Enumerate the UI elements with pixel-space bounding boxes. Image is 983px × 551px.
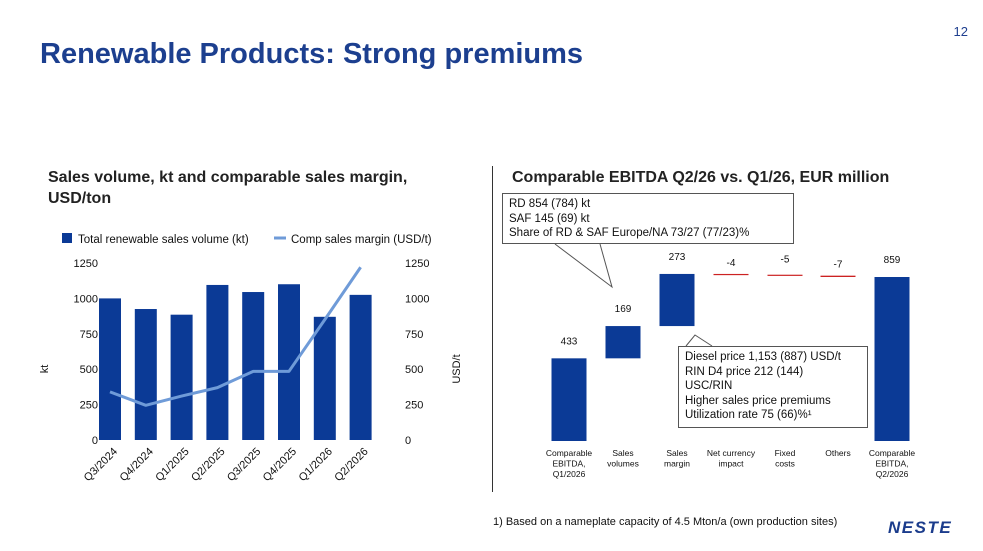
category-label-line: Net currency <box>707 448 756 458</box>
category-label-line: Q2/2026 <box>876 469 909 479</box>
callout-line: Higher sales price premiums <box>685 394 831 407</box>
sales-volume-callout: RD 854 (784) kt SAF 145 (69) kt Share of… <box>502 193 794 244</box>
category-label-line: Comparable <box>869 448 916 458</box>
left-axis-tick-label: 250 <box>80 400 98 412</box>
waterfall-bar-negative <box>820 275 856 277</box>
volume-bar <box>134 309 157 440</box>
waterfall-category-label: Fixed costs <box>775 448 796 469</box>
callout-line: Share of RD & SAF Europe/NA 73/27 (77/23… <box>509 227 750 239</box>
waterfall-value-label: 433 <box>561 336 578 347</box>
left-axis-tick-label: 0 <box>92 435 98 447</box>
callout-line: RD 854 (784) kt <box>509 198 591 210</box>
category-label-line: Sales <box>666 448 687 458</box>
category-label-line: EBITDA, <box>875 459 908 469</box>
right-axis-tick-label: 1000 <box>405 293 429 305</box>
callout-line: Utilization rate 75 (66)%¹ <box>685 409 812 421</box>
waterfall-bar <box>659 273 695 327</box>
waterfall-value-label: 859 <box>884 255 901 266</box>
right-axis-tick-label: 750 <box>405 329 423 341</box>
waterfall-value-label: -7 <box>834 260 843 271</box>
volume-bar <box>99 298 121 440</box>
category-label-line: volumes <box>607 459 639 469</box>
category-label-line: Others <box>825 448 851 458</box>
waterfall-value-label: -5 <box>781 255 790 266</box>
waterfall-bar-negative <box>713 273 749 276</box>
waterfall-category-label: Comparable EBITDA, Q2/2026 <box>869 448 916 479</box>
volume-bar <box>349 294 372 440</box>
legend-bar-label: Total renewable sales volume (kt) <box>78 234 249 246</box>
category-label-line: costs <box>775 459 795 469</box>
ebitda-chart-title: Comparable EBITDA Q2/26 vs. Q1/26, EUR m… <box>512 169 890 186</box>
category-label-line: Fixed <box>775 448 796 458</box>
waterfall-bar <box>551 358 587 441</box>
callout-line: RIN D4 price 212 (144) <box>685 365 804 378</box>
volume-bar <box>170 314 193 440</box>
legend-bar-swatch <box>62 233 72 243</box>
category-label-line: Sales <box>612 448 633 458</box>
volume-bar <box>206 284 229 440</box>
waterfall-value-label: 169 <box>615 304 632 315</box>
waterfall-category-label: Others <box>825 448 851 458</box>
left-axis-tick-label: 750 <box>80 329 98 341</box>
waterfall-bar-negative <box>767 274 803 276</box>
category-label-line: EBITDA, <box>552 459 585 469</box>
category-label-line: Comparable <box>546 448 593 458</box>
category-label-line: impact <box>718 459 744 469</box>
left-axis-tick-label: 1000 <box>74 293 98 305</box>
callout-pointer-bottom <box>685 334 713 347</box>
volume-bar <box>242 292 265 440</box>
footnote: 1) Based on a nameplate capacity of 4.5 … <box>493 516 838 528</box>
left-axis-tick-label: 1250 <box>74 258 98 270</box>
right-axis-tick-label: 500 <box>405 364 423 376</box>
callout-line: SAF 145 (69) kt <box>509 212 590 225</box>
waterfall-bar <box>874 277 910 441</box>
waterfall-category-label: Sales margin <box>664 448 690 469</box>
right-axis-tick-label: 0 <box>405 435 411 447</box>
margin-line <box>109 266 362 407</box>
category-label-line: margin <box>664 459 690 469</box>
waterfall-value-label: -4 <box>727 258 736 269</box>
volume-bar <box>278 284 300 440</box>
callout-line: Diesel price 1,153 (887) USD/t <box>685 351 841 363</box>
page-number: 12 <box>953 24 968 39</box>
volume-bar <box>313 316 336 440</box>
callout-pointer-top <box>554 243 613 289</box>
waterfall-category-label: Sales volumes <box>607 448 639 469</box>
left-axis-title: kt <box>39 365 51 374</box>
section-divider <box>492 166 493 492</box>
neste-logo: NESTE <box>888 518 953 537</box>
right-axis-tick-label: 1250 <box>405 258 429 270</box>
right-axis-title: USD/t <box>451 354 463 383</box>
waterfall-category-label: Comparable EBITDA, Q1/2026 <box>546 448 593 479</box>
right-axis-tick-label: 250 <box>405 400 423 412</box>
sales-margin-callout: Diesel price 1,153 (887) USD/t RIN D4 pr… <box>678 346 868 428</box>
waterfall-bar <box>605 326 641 359</box>
legend-line-label: Comp sales margin (USD/t) <box>291 234 432 246</box>
category-label-line: Q1/2026 <box>553 469 586 479</box>
sales-volume-chart-title: Sales volume, kt and comparable sales ma… <box>48 169 408 207</box>
page-title: Renewable Products: Strong premiums <box>40 38 584 70</box>
left-axis-tick-label: 500 <box>80 364 98 376</box>
callout-line: USC/RIN <box>685 380 733 392</box>
waterfall-category-label: Net currency impact <box>707 448 756 469</box>
waterfall-value-label: 273 <box>669 252 686 263</box>
